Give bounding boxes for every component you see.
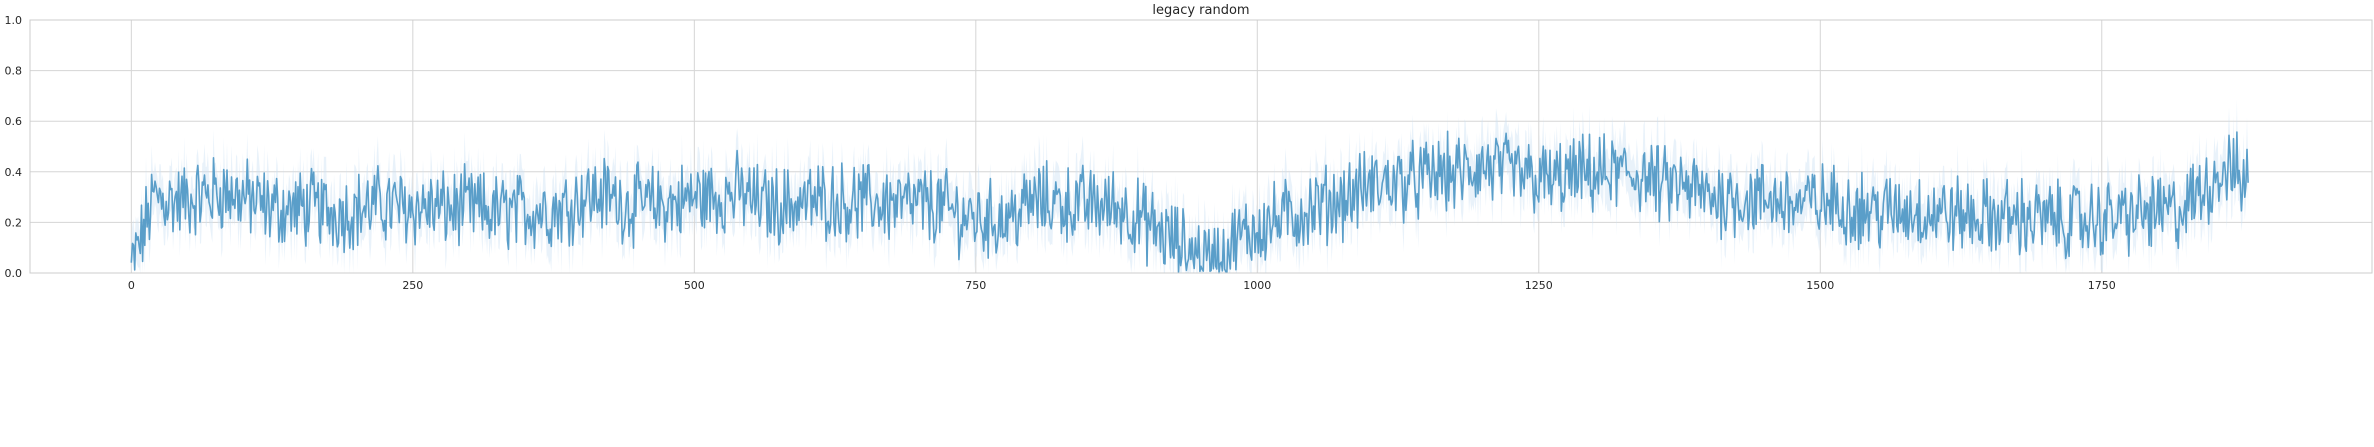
x-tick-label: 1750: [2088, 279, 2116, 292]
y-tick-label: 0.0: [5, 267, 23, 280]
plot-frame: [29, 19, 2373, 274]
y-tick-label: 0.2: [5, 216, 23, 229]
x-tick-label: 1500: [1806, 279, 1834, 292]
x-tick-label: 0: [128, 279, 135, 292]
y-tick-label: 0.4: [5, 166, 23, 179]
x-tick-label: 250: [402, 279, 423, 292]
y-tick-label: 0.6: [5, 115, 23, 128]
y-tick-label: 0.8: [5, 65, 23, 78]
x-tick-labels: 0 250 500 750 1000 1250 1500 1750: [128, 279, 2116, 292]
x-tick-label: 1250: [1525, 279, 1553, 292]
x-tick-label: 500: [684, 279, 705, 292]
chart-title: legacy random: [1152, 3, 1249, 18]
y-tick-label: 1.0: [5, 14, 23, 27]
y-tick-labels: 0.0 0.2 0.4 0.6 0.8 1.0: [5, 14, 23, 280]
x-tick-label: 1000: [1243, 279, 1271, 292]
series-line: [130, 130, 2249, 274]
x-tick-label: 750: [965, 279, 986, 292]
